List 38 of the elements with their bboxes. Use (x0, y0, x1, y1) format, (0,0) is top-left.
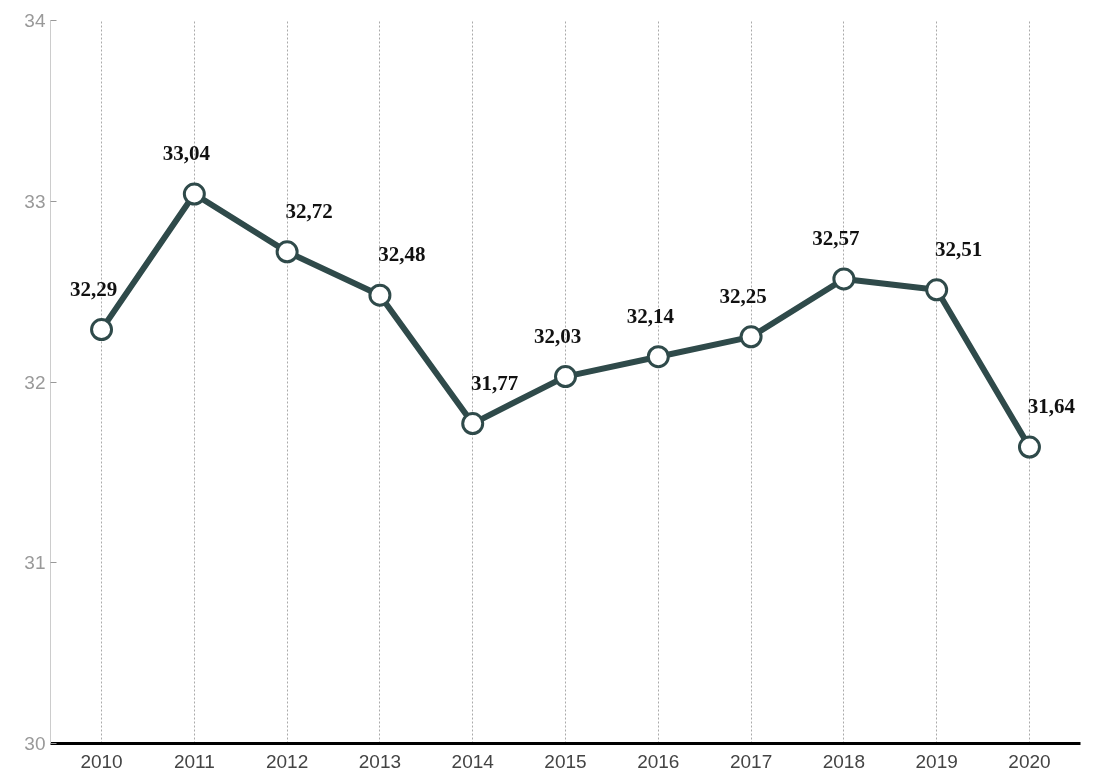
data-label: 32,57 (812, 225, 860, 250)
data-label: 32,72 (285, 198, 333, 223)
point (182, 182, 206, 206)
point (832, 267, 856, 291)
x-tick-label: 2017 (729, 750, 773, 772)
y-tick-label: 30 (24, 733, 46, 754)
data-label: 32,51 (935, 236, 983, 261)
x-tick-label: 2012 (265, 750, 309, 772)
data-label: 32,48 (378, 242, 426, 267)
data-label: 32,29 (69, 276, 118, 301)
y-tick-label: 31 (24, 552, 46, 574)
point (461, 412, 485, 436)
point (739, 325, 763, 349)
x-tick-label: 2010 (80, 750, 123, 772)
data-label: 31,77 (471, 370, 519, 395)
data-label: 33,04 (162, 141, 211, 166)
point (1017, 435, 1041, 459)
data-label: 32,03 (533, 323, 582, 348)
x-tick-label: 2020 (1008, 750, 1051, 772)
x-tick-label: 2016 (637, 750, 680, 772)
y-tick-label: 34 (24, 10, 46, 31)
point (275, 240, 299, 264)
x-tick-label: 2015 (544, 750, 587, 772)
data-label: 32,25 (719, 283, 767, 308)
point (925, 278, 949, 302)
y-tick-label: 33 (24, 190, 46, 212)
point (368, 283, 392, 307)
data-label: 32,14 (626, 303, 675, 328)
x-tick-label: 2018 (822, 750, 866, 772)
x-tick-label: 2011 (173, 750, 215, 772)
point (554, 365, 577, 389)
y-tick-label: 32 (24, 371, 46, 393)
point (90, 318, 114, 342)
x-tick-label: 2019 (915, 750, 958, 772)
data-label: 31,64 (1027, 394, 1076, 419)
x-tick-label: 2014 (451, 750, 495, 772)
x-tick-label: 2013 (358, 750, 402, 772)
point (646, 345, 670, 369)
